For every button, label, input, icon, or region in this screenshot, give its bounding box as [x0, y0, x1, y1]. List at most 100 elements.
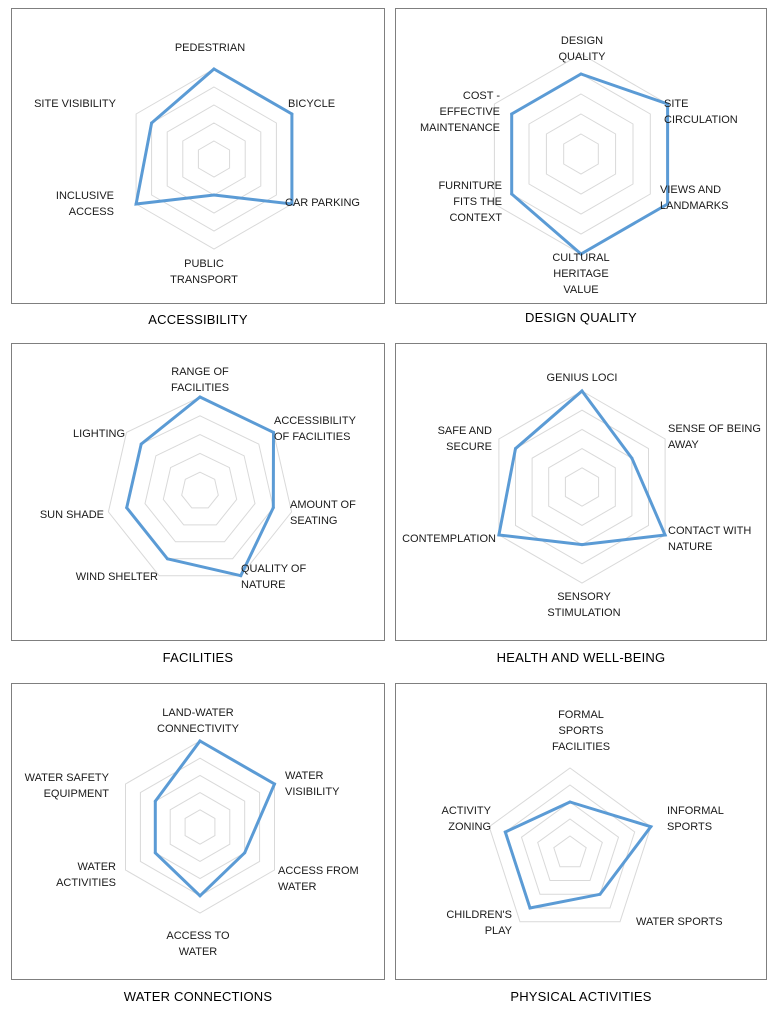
data-point-5 [503, 830, 507, 834]
category-label: INFORMAL SPORTS [667, 805, 724, 833]
data-point-6 [510, 112, 514, 116]
data-point-1 [198, 739, 202, 743]
category-label: SITE CIRCULATION [664, 98, 738, 126]
category-label: VIEWS AND LANDMARKS [660, 184, 728, 212]
data-point-6 [150, 121, 154, 125]
grid-ring-2 [537, 818, 603, 881]
category-label: QUALITY OF NATURE [241, 563, 306, 591]
data-point-5 [153, 851, 157, 855]
grid-ring-3 [531, 428, 633, 546]
category-label: SENSORY STIMULATION [547, 591, 620, 619]
category-label: SITE VISIBILITY [34, 98, 117, 110]
category-label: BICYCLE [288, 98, 335, 110]
grid-ring-1 [553, 835, 587, 868]
category-label: SUN SHADE [40, 509, 104, 521]
category-label: CULTURAL HERITAGE VALUE [552, 252, 609, 296]
data-point-4 [239, 574, 243, 578]
design-quality-title: DESIGN QUALITY [525, 310, 637, 325]
grid-ring-2 [545, 113, 617, 195]
physical-activities-chart-panel: FORMAL SPORTS FACILITIES INFORMAL SPORTS WATE… [395, 683, 767, 980]
category-label: INCLUSIVE ACCESS [56, 190, 114, 218]
grid-ring-2 [548, 448, 616, 526]
water-connections-title: WATER CONNECTIONS [123, 989, 273, 1004]
series-line [134, 67, 294, 206]
category-label: ACTIVITY ZONING [441, 805, 491, 833]
grid-ring-3 [154, 774, 246, 880]
grid-ring-3 [528, 93, 634, 215]
category-label: WATER ACTIVITIES [56, 861, 116, 889]
category-label: DESIGN QUALITY [558, 35, 606, 63]
grid-ring-5 [493, 53, 669, 255]
data-point-5 [165, 557, 169, 561]
design-quality-radar-chart: DESIGN QUALITY SITE CIRCULATION VIEWS AND LAN… [420, 35, 738, 296]
grid-ring-4 [504, 784, 636, 909]
data-point-1 [580, 389, 584, 393]
data-point-1 [568, 800, 572, 804]
grid-ring-4 [511, 73, 651, 235]
category-label: WATER SPORTS [636, 916, 723, 928]
category-label: LAND-WATER CONNECTIVITY [157, 707, 240, 735]
grid-ring-1 [197, 140, 231, 178]
data-point-1 [198, 395, 202, 399]
data-point-6 [153, 799, 157, 803]
series-line [503, 800, 654, 910]
data-point-3 [271, 506, 275, 510]
data-point-2 [666, 102, 670, 106]
physical-activities-radar-chart: FORMAL SPORTS FACILITIES INFORMAL SPORTS WATE… [441, 709, 724, 937]
health-chart-panel: GENIUS LOCI SENSE OF BEING AWAY CONTACT WIT… [395, 343, 767, 641]
category-label: RANGE OF FACILITIES [171, 366, 229, 394]
data-point-4 [580, 543, 584, 547]
category-label: FURNITURE FITS THE CONTEXT [438, 180, 502, 224]
category-label: AMOUNT OF SEATING [290, 499, 356, 527]
water-connections-radar-chart: LAND-WATER CONNECTIVITY WATER VISIBILITY ACC… [25, 707, 359, 958]
data-point-3 [243, 851, 247, 855]
grid-ring-1 [563, 133, 599, 175]
grid-ring-3 [144, 434, 256, 543]
data-point-3 [290, 202, 294, 206]
data-point-6 [514, 447, 517, 451]
data-point-1 [212, 67, 216, 71]
data-point-2 [272, 430, 275, 434]
grid-ring-1 [564, 467, 600, 507]
facilities-radar-chart: RANGE OF FACILITIES ACCESSIBILITY OF FACILI… [40, 366, 357, 591]
health-title: HEALTH AND WELL-BEING [496, 650, 666, 665]
data-point-4 [579, 252, 583, 256]
category-label: GENIUS LOCI [547, 372, 618, 384]
grid-ring-2 [182, 122, 246, 196]
data-point-5 [497, 533, 501, 537]
health-radar-chart: GENIUS LOCI SENSE OF BEING AWAY CONTACT WIT… [402, 372, 761, 619]
category-label: PEDESTRIAN [175, 42, 245, 54]
data-point-5 [134, 202, 138, 206]
category-label: COST -EFFECTIVE MAINTENANCE [420, 90, 500, 134]
data-point-2 [290, 112, 294, 116]
category-label: PUBLIC TRANSPORT [170, 258, 238, 286]
grid-ring-5 [488, 767, 652, 923]
grid-ring-3 [166, 104, 262, 214]
facilities-title: FACILITIES [162, 650, 234, 665]
grid-ring-3 [520, 801, 620, 895]
data-point-4 [528, 906, 532, 910]
grid-ring-5 [135, 68, 293, 250]
data-point-3 [666, 202, 670, 206]
grid-ring-2 [162, 452, 238, 526]
accessibility-title: ACCESSIBILITY [148, 312, 248, 327]
grid-ring-1 [184, 809, 216, 845]
category-label: ACCESS TO WATER [166, 930, 230, 958]
category-label: WATER VISIBILITY [285, 770, 340, 798]
grid-ring-5 [498, 390, 666, 584]
category-label: FORMAL SPORTS FACILITIES [552, 709, 610, 753]
accessibility-chart-panel: PEDESTRIAN BICYCLE CAR PARKING PUBLIC TRANSP… [11, 8, 385, 304]
data-point-3 [598, 892, 602, 896]
category-label: CONTEMPLATION [402, 533, 496, 545]
category-label: CONTACT WITH NATURE [668, 525, 751, 553]
category-label: CHILDREN'S PLAY [446, 909, 512, 937]
data-point-7 [139, 442, 143, 446]
category-label: SENSE OF BEING AWAY [668, 423, 761, 451]
data-point-3 [663, 533, 667, 537]
water-connections-chart-panel: LAND-WATER CONNECTIVITY WATER VISIBILITY ACC… [11, 683, 385, 980]
category-label: WATER SAFETY EQUIPMENT [25, 772, 110, 800]
accessibility-radar-chart: PEDESTRIAN BICYCLE CAR PARKING PUBLIC TRANSP… [34, 42, 360, 286]
grid-ring-5 [125, 740, 275, 914]
physical-activities-title: PHYSICAL ACTIVITIES [510, 989, 652, 1004]
category-label: CAR PARKING [285, 197, 360, 209]
